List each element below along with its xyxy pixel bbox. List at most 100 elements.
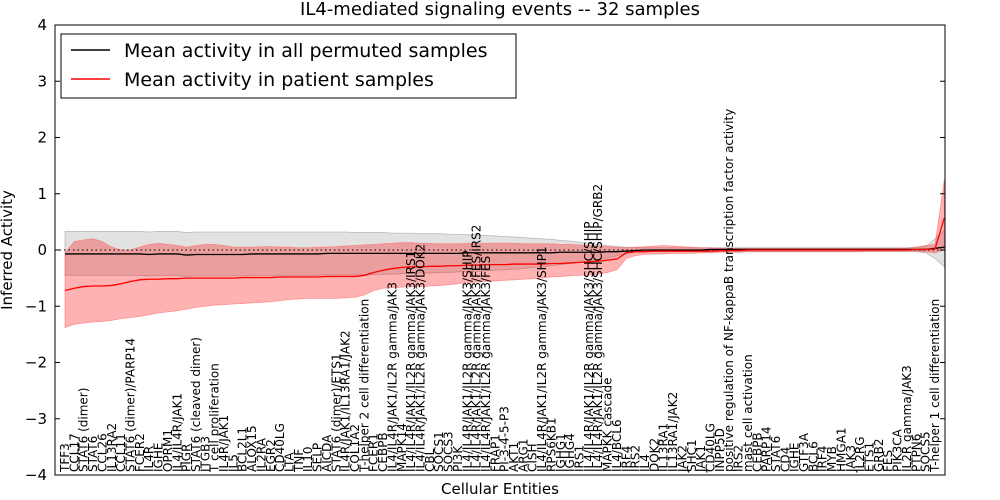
entity-label: ETS1	[863, 442, 877, 472]
y-tick-label: −2	[25, 354, 47, 372]
entity-label: IL4/IL4R/JAK1/IL2R gamma/JAK3/FES	[479, 256, 493, 472]
y-tick-label: −1	[25, 297, 47, 315]
entity-label: ITGB3	[198, 436, 212, 472]
entity-label: GTF3A	[797, 432, 811, 472]
entity-label: T cell proliferation	[208, 363, 222, 473]
y-tick-label: −4	[25, 466, 47, 484]
entity-label: FCER1	[367, 433, 381, 472]
entity-label: IL4/IL4R/JAK1/IL2R gamma/JAK3/DOK2	[413, 244, 427, 472]
y-tick-label: −3	[25, 410, 47, 428]
entity-label: ARG1	[516, 439, 530, 472]
entity-label: RPS6KB1	[544, 417, 558, 472]
entity-label: AICDA	[320, 434, 334, 472]
entity-label: MAPK14	[395, 423, 409, 472]
entity-label: INPP5D	[713, 428, 727, 472]
entity-label: IL2RA	[254, 437, 268, 472]
entity-label: BCL2L1	[236, 427, 250, 472]
entity-label: PARP14	[760, 426, 774, 472]
y-tick-label: 1	[37, 185, 47, 203]
entity-label: HMGA1	[834, 427, 848, 472]
entity-label: EGR2	[264, 439, 278, 472]
entity-label: IRS1	[573, 445, 587, 472]
entity-label: CCL26	[95, 433, 109, 472]
entity-label: CEBPB	[750, 432, 764, 472]
entity-label: IGHE	[788, 443, 802, 472]
entity-label: T-helper 2 cell differentiation	[357, 299, 371, 473]
legend-label-permuted: Mean activity in all permuted samples	[124, 40, 487, 62]
entity-label: IL10	[301, 447, 315, 473]
entity-label: IL4R/JAK1	[217, 415, 231, 472]
y-tick-label: 3	[37, 72, 47, 90]
entity-label: CBL	[423, 448, 437, 472]
entity-label: IL4/IL4R/JAK1	[170, 393, 184, 472]
entity-label: MYB	[825, 446, 839, 472]
entity-label: IGHG4	[563, 433, 577, 472]
entity-label: OPRM1	[161, 429, 175, 472]
entity-label: ALOX15	[245, 425, 259, 472]
legend: Mean activity in all permuted samples Me…	[60, 33, 517, 99]
chart-title: IL4-mediated signaling events -- 32 samp…	[300, 0, 700, 20]
y-tick-label: 2	[37, 129, 47, 147]
entity-label: SELP	[311, 443, 325, 472]
entity-label: IL2RG	[853, 437, 867, 473]
entity-label: IRS2	[629, 445, 643, 472]
entity-label: SOCS1	[432, 431, 446, 472]
entity-label: IRF4	[816, 446, 830, 472]
entity-label: IRS2	[732, 445, 746, 472]
y-tick-label: 4	[37, 16, 47, 34]
entity-label: IL13RA1	[657, 423, 671, 472]
entity-label: IL4/IL4R/JAK1/IL2R gamma/JAK3/FES/IRS2	[470, 225, 484, 472]
y-axis-label: Inferred Activity	[0, 190, 16, 310]
entity-label: PTPN6	[909, 434, 923, 472]
entity-label: IL4/IL4R/JAK1/IL2R gamma/JAK3/IRS1	[404, 251, 418, 472]
entity-label: CD40LG	[273, 423, 287, 472]
entity-label: SHC1	[685, 439, 699, 472]
entity-label: SOCS3	[442, 431, 456, 472]
entity-label: CD40LG	[703, 423, 717, 472]
entity-label: IL4/BCL6	[610, 419, 624, 472]
entity-label: IL2R gamma/JAK3	[900, 365, 914, 472]
entity-label: IL4/IL4R/JAK1/IL2R gamma/JAK3/SHC/SHIP	[582, 221, 596, 472]
x-axis-label: Cellular Entities	[441, 480, 559, 498]
entity-label: TFF3	[58, 443, 72, 473]
entity-label: IL13RA1/JAK2	[666, 392, 680, 472]
entity-label: positive regulation of NF-kappaB transcr…	[722, 109, 736, 472]
entity-label: IRF4	[619, 446, 633, 472]
entity-label: PI-3-4-5-P3	[498, 406, 512, 472]
entity-label: STAT6	[769, 436, 783, 472]
entity-label: FCER2	[133, 433, 147, 472]
entity-label: IL4	[638, 454, 652, 472]
entity-label: DOK2	[647, 438, 661, 472]
entity-label: IL4R/JAK1/IL13RA1/JAK2	[339, 330, 353, 472]
entity-label: STAT6 (dimer)	[77, 388, 91, 472]
entity-label: IL4/IL4R/JAK1/IL2R gamma/JAK3	[385, 282, 399, 472]
entity-label: GRB2	[872, 438, 886, 472]
entity-label: IL13RA2	[105, 423, 119, 472]
entity-label: IGHG1	[554, 433, 568, 472]
entity-label: STAT6 (cleaved dimer)	[189, 337, 203, 472]
entity-label: CCL11	[114, 433, 128, 472]
entity-label: JAK2	[675, 445, 689, 473]
entity-label: MAPKK cascade	[601, 377, 615, 472]
y-axis-ticks: −4 −3 −2 −1 0 1 2 3 4	[25, 16, 945, 484]
entity-label: JAK3	[844, 445, 858, 473]
entity-label: TNF	[292, 449, 306, 473]
entity-label: SOCS5	[919, 431, 933, 472]
entity-label: IGHE	[152, 443, 166, 472]
entity-label: STAT6 (dimer)/ETS1	[329, 353, 343, 472]
entity-label: IL4/IL4R/JAK1/IL2R gamma/JAK3/SHC/SHIP/G…	[591, 184, 605, 472]
entity-label: CEBPB	[376, 432, 390, 472]
entity-label: mast cell activation	[741, 354, 755, 472]
entity-label: STAT6 (dimer)/PARP14	[123, 338, 137, 472]
entity-label: JAK1	[694, 445, 708, 473]
entity-label: IL4/IL4R/JAK1/IL2R gamma/JAK3/SHP1	[535, 246, 549, 472]
entity-label: LTA	[283, 452, 297, 472]
legend-label-patient: Mean activity in patient samples	[124, 69, 434, 91]
entity-label: IL4R	[142, 446, 156, 472]
entity-label: CD4	[778, 447, 792, 472]
entity-label: CISH	[526, 443, 540, 472]
legend-box	[60, 33, 517, 99]
